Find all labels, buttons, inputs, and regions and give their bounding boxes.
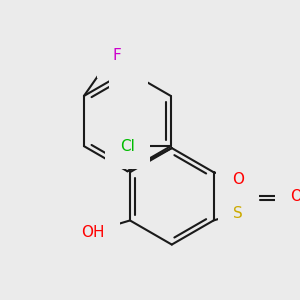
Text: S: S [233, 206, 243, 221]
Text: O: O [290, 189, 300, 204]
Text: F: F [103, 37, 112, 52]
Text: Cl: Cl [120, 139, 135, 154]
Text: F: F [112, 48, 121, 63]
Text: F: F [124, 58, 133, 73]
Text: OH: OH [81, 225, 104, 240]
Text: O: O [232, 172, 244, 187]
